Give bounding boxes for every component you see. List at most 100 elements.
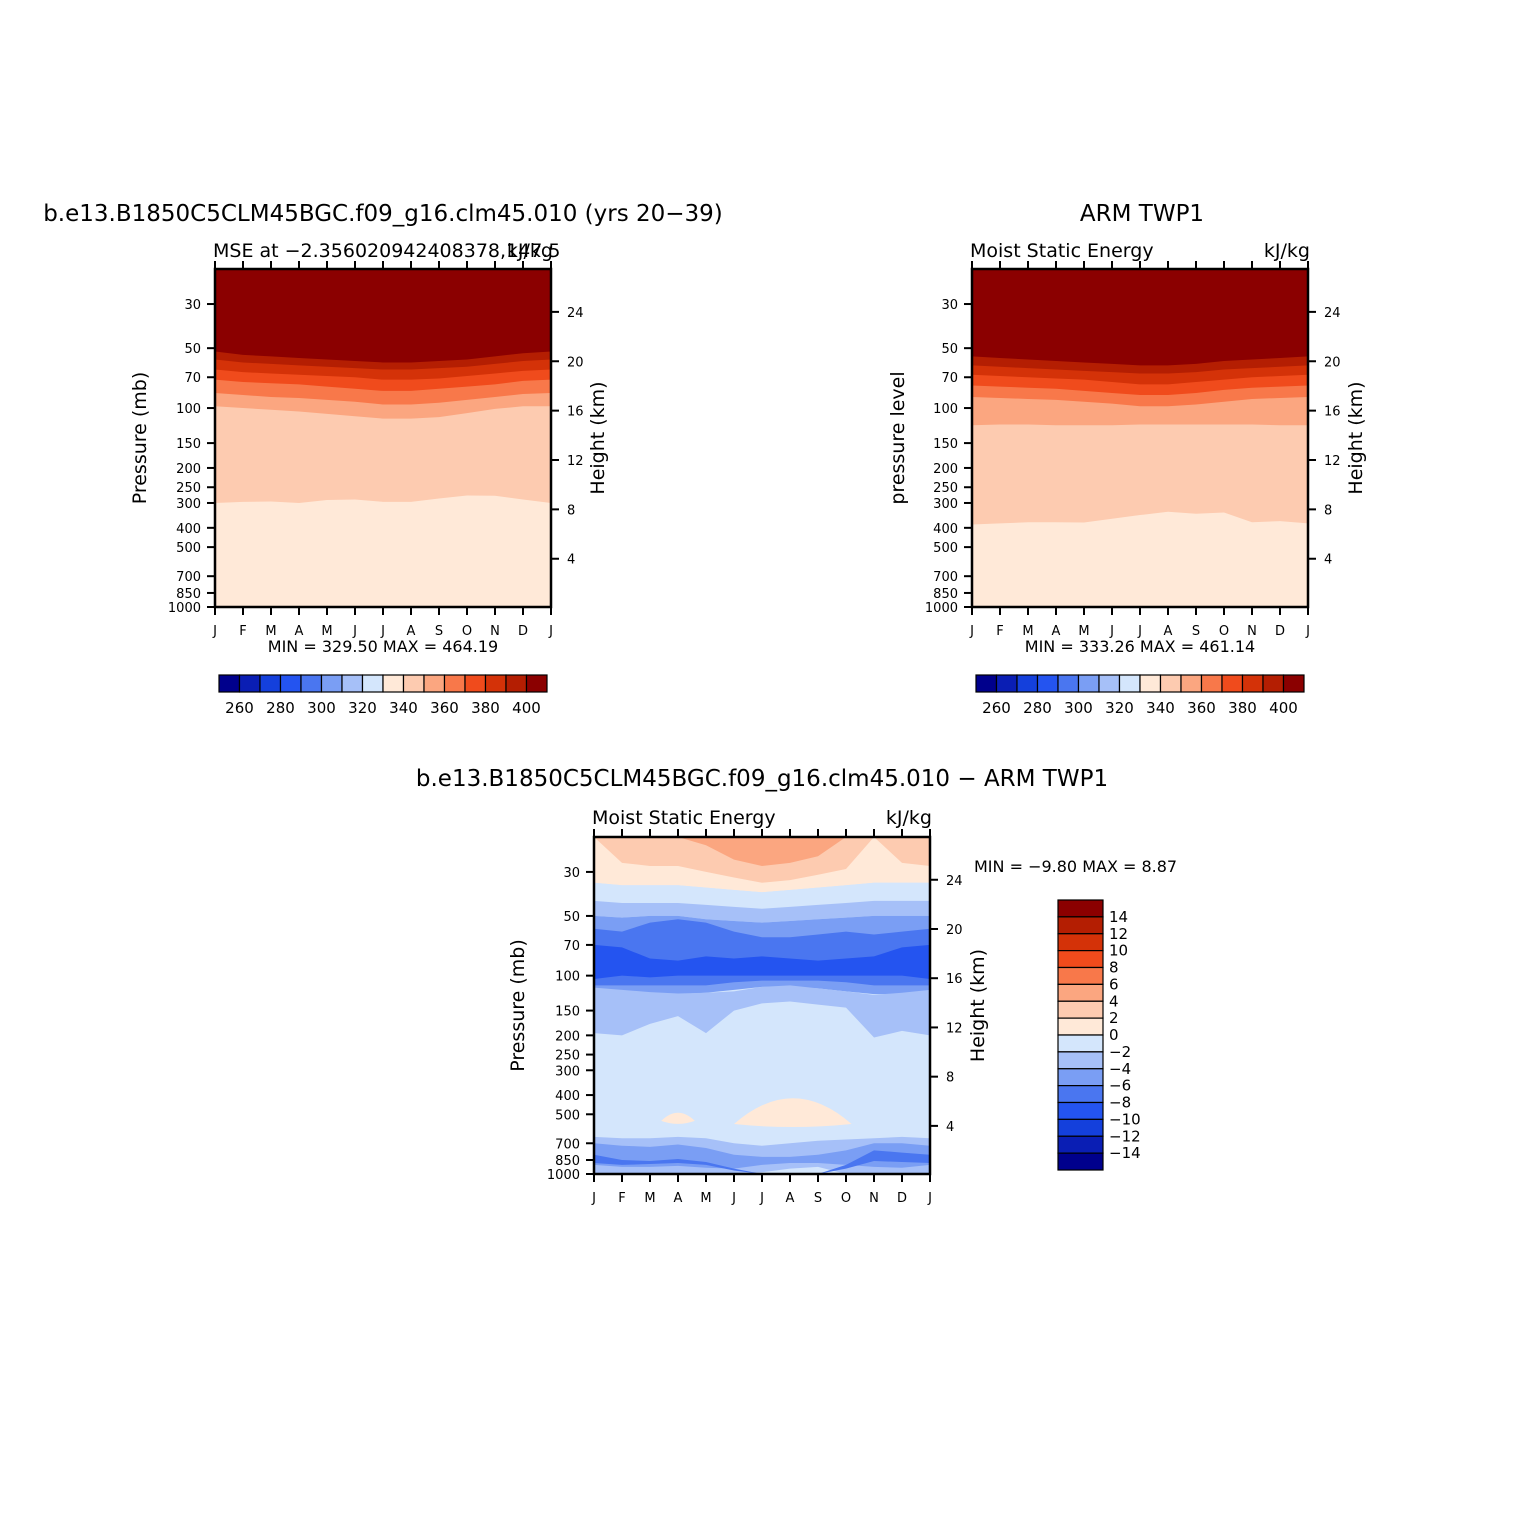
y-tick-label: 250 — [933, 481, 958, 496]
colorbar-swatch — [1057, 899, 1104, 918]
chart-model: J F M A M J J A S O N D J305070100150200250300400500… — [43, 201, 723, 717]
contour-band — [594, 985, 930, 1038]
x-tick-label: A — [674, 1191, 683, 1206]
x-tick-label: A — [786, 1191, 795, 1206]
x-tick-label: O — [462, 624, 472, 639]
colorbar-label: 4 — [1109, 992, 1119, 1010]
colorbar-label: −4 — [1109, 1060, 1131, 1078]
colorbar-swatch — [1057, 1135, 1104, 1154]
y2-tick-label: 4 — [567, 553, 575, 568]
x-tick-label: J — [548, 624, 553, 639]
contour-patch — [455, 574, 498, 581]
y-tick-label: 700 — [555, 1137, 580, 1152]
x-tick-label: J — [731, 1191, 736, 1206]
chart-title: b.e13.B1850C5CLM45BGC.f09_g16.clm45.010 … — [416, 766, 1108, 792]
y2-tick-label: 24 — [567, 306, 584, 321]
y2-tick-label: 12 — [946, 1021, 963, 1036]
y-tick-label: 70 — [563, 939, 580, 954]
colorbar-label: 0 — [1109, 1026, 1119, 1044]
y-tick-label: 200 — [555, 1029, 580, 1044]
x-tick-label: D — [897, 1191, 907, 1206]
colorbar-label: 2 — [1109, 1009, 1119, 1027]
contour-band — [215, 269, 551, 363]
colorbar-swatch — [423, 674, 446, 693]
colorbar-swatch — [525, 674, 548, 693]
colorbar-swatch — [1262, 674, 1285, 693]
colorbar-swatch — [484, 674, 507, 693]
colorbar-label: 400 — [1269, 699, 1298, 717]
y-tick-label: 250 — [176, 481, 201, 496]
colorbar-swatch — [300, 674, 323, 693]
y2-tick-label: 24 — [946, 874, 963, 889]
colorbar-swatch — [443, 674, 466, 693]
y-tick-label: 50 — [941, 342, 958, 357]
contour-band — [594, 837, 930, 866]
y-tick-label: 500 — [555, 1108, 580, 1123]
colorbar-swatch — [1057, 1085, 1104, 1104]
x-tick-label: J — [1305, 624, 1310, 639]
y2-tick-label: 20 — [1324, 355, 1341, 370]
x-tick-label: J — [1137, 624, 1142, 639]
colorbar-swatch — [975, 674, 998, 693]
x-tick-label: F — [239, 624, 246, 639]
x-tick-label: F — [996, 624, 1003, 639]
y-tick-label: 50 — [563, 910, 580, 925]
y-tick-label: 1000 — [925, 601, 958, 616]
x-tick-label: A — [407, 624, 416, 639]
x-tick-label: M — [700, 1191, 711, 1206]
colorbar-label: 340 — [389, 699, 418, 717]
colorbar-label: 360 — [430, 699, 459, 717]
y-tick-label: 200 — [176, 462, 201, 477]
colorbar-label: 260 — [225, 699, 254, 717]
colorbar-label: 280 — [1023, 699, 1052, 717]
y-tick-label: 700 — [176, 570, 201, 585]
y2-tick-label: 16 — [946, 972, 963, 987]
colorbar-label: 14 — [1109, 908, 1128, 926]
min-max-label: MIN = 329.50 MAX = 464.19 — [268, 637, 498, 656]
y-tick-label: 50 — [184, 342, 201, 357]
x-tick-label: F — [618, 1191, 625, 1206]
x-tick-label: J — [591, 1191, 596, 1206]
y-tick-label: 850 — [555, 1154, 580, 1169]
y-tick-label: 400 — [933, 522, 958, 537]
y2-axis-label: Height (km) — [967, 949, 989, 1062]
contour-band — [972, 269, 1308, 366]
chart-left-subtitle: Moist Static Energy — [970, 240, 1154, 262]
colorbar-swatch — [1036, 674, 1059, 693]
x-tick-label: J — [352, 624, 357, 639]
colorbar-swatch — [1221, 674, 1244, 693]
min-max-label: MIN = 333.26 MAX = 461.14 — [1025, 637, 1255, 656]
y2-tick-label: 16 — [1324, 405, 1341, 420]
contour-layers — [594, 837, 930, 1174]
x-tick-label: O — [841, 1191, 851, 1206]
x-tick-label: D — [1275, 624, 1285, 639]
colorbar-label: 380 — [1228, 699, 1257, 717]
x-tick-label: J — [1109, 624, 1114, 639]
colorbar-swatch — [1057, 933, 1104, 952]
x-tick-label: M — [1022, 624, 1033, 639]
y-tick-label: 400 — [176, 522, 201, 537]
colorbar-label: −14 — [1109, 1144, 1141, 1162]
chart-obs: J F M A M J J A S O N D J305070100150200250300400500… — [887, 201, 1367, 717]
colorbar-swatch — [1057, 1017, 1104, 1036]
colorbar-swatch — [402, 674, 425, 693]
y2-tick-label: 8 — [567, 503, 575, 518]
y2-tick-label: 12 — [567, 454, 584, 469]
x-tick-label: M — [265, 624, 276, 639]
colorbar-swatch — [1057, 950, 1104, 969]
colorbar-swatch — [1139, 674, 1162, 693]
y2-axis-label: Height (km) — [1345, 381, 1367, 494]
y-tick-label: 1000 — [547, 1168, 580, 1183]
colorbar-swatch — [238, 674, 261, 693]
chart-title: ARM TWP1 — [1080, 201, 1204, 227]
colorbar-label: 340 — [1146, 699, 1175, 717]
colorbar-swatch — [1118, 674, 1141, 693]
contour-band — [594, 882, 930, 909]
contour-band — [594, 1150, 930, 1174]
colorbar-swatch — [1057, 1101, 1104, 1120]
contour-band — [594, 944, 930, 980]
x-tick-label: M — [321, 624, 332, 639]
colorbar-swatch — [361, 674, 384, 693]
colorbar-label: 320 — [1105, 699, 1134, 717]
x-tick-label: O — [1219, 624, 1229, 639]
